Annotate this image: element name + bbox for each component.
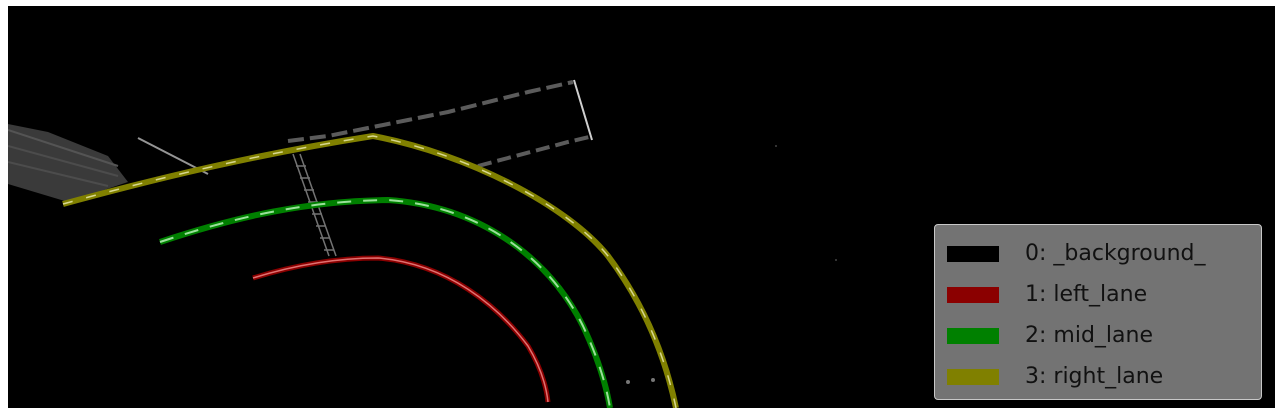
lane-segmentation-scene <box>8 6 1275 408</box>
segmentation-image: 0: _background_ 1: left_lane 2: mid_lane… <box>8 6 1275 408</box>
legend-swatch-right-lane <box>947 368 999 385</box>
legend-item-background: 0: _background_ <box>945 233 1251 274</box>
noise-dot <box>651 378 655 382</box>
left-lane <box>252 255 551 403</box>
legend-item-left-lane: 1: left_lane <box>945 274 1251 315</box>
legend-label: 2: mid_lane <box>1025 323 1153 348</box>
legend-label: 1: left_lane <box>1025 282 1148 307</box>
legend-swatch-left-lane <box>947 286 999 303</box>
gray-vertical-streak <box>573 79 593 141</box>
legend: 0: _background_ 1: left_lane 2: mid_lane… <box>934 224 1262 400</box>
legend-label: 3: right_lane <box>1025 364 1164 389</box>
noise-dot <box>835 259 837 261</box>
noise-dot <box>775 145 777 147</box>
legend-item-right-lane: 3: right_lane <box>945 356 1251 397</box>
gray-artifact-left <box>8 124 128 202</box>
legend-swatch-background <box>947 245 999 262</box>
mid-lane <box>159 196 613 408</box>
legend-swatch-mid-lane <box>947 327 999 344</box>
legend-item-mid-lane: 2: mid_lane <box>945 315 1251 356</box>
legend-label: 0: _background_ <box>1025 241 1206 266</box>
right-lane <box>62 132 679 408</box>
gray-staircase-artifact <box>287 80 594 168</box>
noise-dot <box>626 380 630 384</box>
